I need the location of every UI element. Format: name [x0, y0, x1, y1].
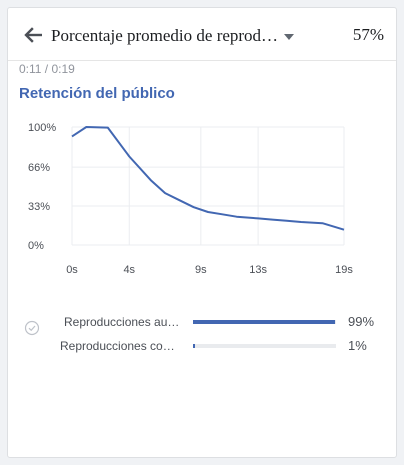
x-tick-label: 4s — [123, 264, 135, 276]
x-tick-label: 9s — [195, 264, 207, 276]
breakdown-value-click: 1% — [348, 338, 367, 353]
y-tick-label: 100% — [28, 122, 56, 134]
metric-value: 57% — [352, 25, 384, 44]
time-range: 0:11 / 0:19 — [19, 62, 75, 76]
back-arrow-icon[interactable] — [24, 27, 44, 43]
retention-chart: 100% 66% 33% 0% 0s 4s 9s 13s 19s — [28, 122, 353, 276]
chevron-down-icon — [284, 34, 295, 40]
card-header: Porcentaje promedio de reprod… 57% — [8, 8, 396, 61]
x-tick-label: 13s — [249, 264, 267, 276]
x-tick-label: 19s — [335, 264, 353, 276]
x-axis-ticks: 0s 4s 9s 13s 19s — [66, 264, 353, 276]
breakdown-bar-click — [193, 344, 336, 348]
metric-label: Porcentaje promedio de reprod… — [51, 26, 279, 45]
retention-line — [71, 126, 345, 231]
breakdown-value-autoplay: 99% — [348, 314, 375, 329]
metric-dropdown[interactable]: Porcentaje promedio de reprod… — [51, 24, 295, 48]
y-tick-label: 33% — [28, 201, 50, 213]
y-tick-label: 66% — [28, 162, 50, 174]
section-title: Retención del público — [19, 85, 175, 102]
breakdown-label-autoplay: Reproducciones au… — [64, 315, 180, 329]
breakdown-bar-fill — [193, 320, 335, 324]
breakdown-bar-fill — [193, 344, 195, 348]
breakdown-label-click: Reproducciones co… — [60, 339, 175, 353]
breakdown-bar-autoplay — [193, 320, 336, 324]
y-tick-label: 0% — [28, 240, 44, 252]
chart-grid — [71, 126, 345, 246]
check-circle-icon — [24, 320, 40, 336]
x-tick-label: 0s — [66, 264, 78, 276]
y-axis-ticks: 100% 66% 33% 0% — [28, 122, 56, 252]
